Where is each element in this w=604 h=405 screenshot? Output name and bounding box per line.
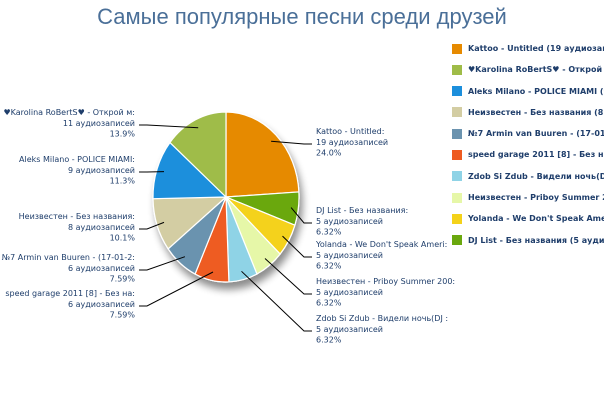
callout-count: 5 аудиозаписей (316, 325, 383, 334)
callout-name: №7 Armin van Buuren - (17-01-2: (2, 253, 135, 262)
pie-slice[interactable] (225, 111, 300, 198)
legend-swatch (452, 86, 462, 97)
legend-swatch (452, 64, 462, 75)
callout-leader-line (139, 124, 199, 129)
callout-name: Yolanda - We Don't Speak Ameri: (315, 240, 447, 249)
callout-percent: 24.0% (316, 149, 342, 158)
legend-label: Kattoo - Untitled (19 аудиозаписей) (468, 44, 604, 53)
legend-swatch (452, 171, 462, 182)
callout-name: Aleks Milano - POLICE MIAMI: (19, 155, 135, 164)
legend-label: Yolanda - We Don't Speak American (468, 214, 604, 224)
callout-count: 19 аудиозаписей (316, 138, 388, 147)
legend: Kattoo - Untitled (19 аудиозаписей) ♥Karo… (452, 42, 604, 255)
legend-item[interactable]: Zdob Si Zdub - Видели ночь(DJ (452, 170, 604, 183)
legend-swatch (452, 149, 462, 160)
legend-item[interactable]: DJ List - Без названия (5 аудиозаписей) (452, 234, 604, 247)
callout-percent: 11.3% (110, 177, 136, 186)
callout-name: Неизвестен - Priboy Summer 200: (316, 277, 455, 286)
legend-item[interactable]: Неизвестен - Без названия (8 ау (452, 106, 604, 119)
callout-leader-line (241, 270, 312, 332)
callout-percent: 6.32% (316, 336, 342, 345)
callout-count: 5 аудиозаписей (316, 251, 383, 260)
callout-leader-line (139, 271, 214, 307)
callout-count: 6 аудиозаписей (68, 300, 135, 309)
callout-percent: 6.32% (316, 299, 342, 308)
callout-name: ♥Karolina RoBertS♥ - Открой м: (3, 108, 135, 117)
legend-label: Неизвестен - Priboy Summer 2008 (468, 193, 604, 203)
legend-label: Aleks Milano - POLICE MIAMI (9 а (468, 86, 604, 96)
legend-item[interactable]: Yolanda - We Don't Speak American (452, 212, 604, 225)
legend-item[interactable]: №7 Armin van Buuren - (17-01-2 (452, 127, 604, 140)
callout-count: 6 аудиозаписей (68, 264, 135, 273)
legend-item[interactable]: ♥Karolina RoBertS♥ - Открой ми (452, 63, 604, 76)
legend-swatch (452, 128, 462, 139)
callout-percent: 6.32% (316, 228, 342, 237)
legend-swatch (452, 213, 462, 224)
legend-item[interactable]: Неизвестен - Priboy Summer 2008 (452, 191, 604, 204)
pie-slice[interactable] (169, 111, 227, 199)
legend-swatch (452, 107, 462, 118)
legend-swatch (452, 43, 462, 54)
chart-title: Самые популярные песни среди друзей (97, 4, 507, 29)
callout-count: 5 аудиозаписей (316, 288, 383, 297)
legend-item[interactable]: Aleks Milano - POLICE MIAMI (9 а (452, 85, 604, 98)
callout-name: speed garage 2011 [8] - Без на: (5, 289, 135, 298)
callout-percent: 10.1% (110, 234, 136, 243)
legend-swatch (452, 235, 462, 246)
callout-leader-line (139, 256, 186, 271)
legend-label: Неизвестен - Без названия (8 ау (468, 107, 604, 117)
callout-count: 5 аудиозаписей (316, 217, 383, 226)
callout-name: DJ List - Без названия: (316, 206, 408, 215)
legend-item[interactable]: speed garage 2011 [8] - Без назв (452, 148, 604, 161)
callout-leader-line (264, 258, 312, 295)
callout-count: 9 аудиозаписей (68, 166, 135, 175)
legend-label: speed garage 2011 [8] - Без назв (468, 150, 604, 160)
callout-name: Zdob Si Zdub - Видели ночь(DJ : (316, 314, 448, 323)
callout-name: Kattoo - Untitled: (316, 127, 384, 136)
callout-percent: 6.32% (316, 262, 342, 271)
legend-swatch (452, 192, 462, 203)
callout-leader-line (290, 207, 312, 224)
callout-leader-line (271, 140, 312, 145)
legend-label: ♥Karolina RoBertS♥ - Открой ми (468, 65, 604, 75)
callout-name: Неизвестен - Без названия: (19, 212, 135, 221)
callout-percent: 7.59% (110, 311, 136, 320)
legend-label: №7 Armin van Buuren - (17-01-2 (468, 129, 604, 139)
callout-percent: 7.59% (110, 275, 136, 284)
callout-count: 11 аудиозаписей (63, 119, 135, 128)
legend-item[interactable]: Kattoo - Untitled (19 аудиозаписей) (452, 42, 604, 55)
callout-leader-line (139, 221, 165, 230)
pie-callouts: Kattoo - Untitled: 19 аудиозаписей 24.0% DJ… (2, 108, 455, 345)
callout-percent: 13.9% (110, 130, 136, 139)
callout-count: 8 аудиозаписей (68, 223, 135, 232)
pie-slices (152, 111, 300, 283)
legend-label: DJ List - Без названия (5 аудиозаписей) (468, 235, 604, 245)
legend-label: Zdob Si Zdub - Видели ночь(DJ (468, 171, 604, 181)
callout-leader-line (282, 235, 312, 258)
